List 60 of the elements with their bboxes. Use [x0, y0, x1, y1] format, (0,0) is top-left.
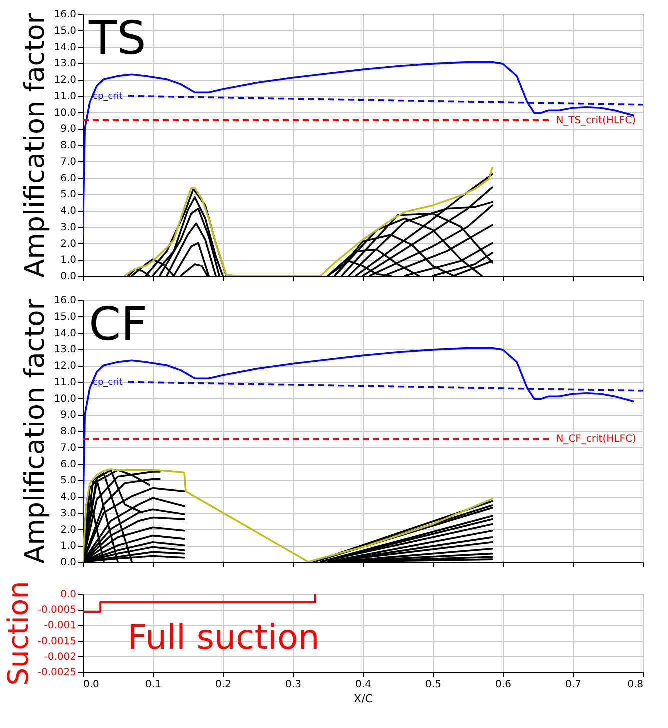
y-tick-label: -0.002 — [44, 652, 76, 663]
y-tick-label: 9.0 — [60, 124, 76, 136]
y-tick-label: -0.0025 — [38, 668, 76, 678]
y-axis-title: Suction — [2, 581, 35, 686]
x-tick-label: 0.4 — [356, 680, 372, 690]
y-tick-label: -0.0015 — [38, 636, 76, 648]
series-label: cp_crit — [93, 378, 124, 388]
x-tick-label: 0.6 — [496, 680, 512, 690]
y-tick-label: 4.0 — [60, 206, 76, 217]
x-tick-label: 0.3 — [286, 680, 302, 690]
y-tick-label: 13.0 — [54, 344, 76, 356]
y-tick-label: 16.0 — [54, 10, 76, 20]
y-tick-label: 16.0 — [54, 296, 76, 306]
x-tick-label: 0.2 — [216, 680, 232, 690]
y-tick-label: 8.0 — [60, 140, 76, 152]
y-tick-label: 0.0 — [60, 590, 76, 600]
y-tick-label: -0.0005 — [38, 605, 76, 616]
y-tick-label: 1.0 — [60, 255, 76, 266]
y-tick-label: 5.0 — [60, 190, 76, 201]
x-tick-label: 0.5 — [426, 680, 442, 690]
x-axis-title: X/C — [354, 692, 374, 706]
x-tick-label: 0.8 — [628, 680, 644, 690]
y-tick-label: 1.0 — [60, 541, 76, 552]
y-tick-label: 4.0 — [60, 492, 76, 503]
y-tick-label: 14.0 — [54, 42, 76, 54]
x-tick-label: 0.7 — [566, 680, 582, 690]
y-tick-label: 7.0 — [60, 156, 76, 168]
y-tick-label: 10.0 — [54, 108, 76, 119]
y-tick-label: 9.0 — [60, 410, 76, 422]
annotation: Full suction — [128, 618, 320, 658]
y-tick-label: 3.0 — [60, 508, 76, 520]
y-tick-label: 12.0 — [54, 75, 76, 86]
series-label: cp_crit — [93, 92, 124, 102]
y-axis-title: Amplification factor — [20, 298, 52, 564]
y-tick-label: 11.0 — [54, 377, 76, 388]
y-tick-label: 8.0 — [60, 426, 76, 438]
y-tick-label: 3.0 — [60, 222, 76, 234]
y-tick-label: 10.0 — [54, 394, 76, 405]
y-tick-label: 15.0 — [54, 26, 76, 37]
y-tick-label: 14.0 — [54, 328, 76, 340]
y-tick-label: 12.0 — [54, 361, 76, 372]
annotation: TS — [88, 11, 146, 65]
y-axis-title: Amplification factor — [20, 12, 52, 278]
ref-line-label: N_TS_crit(HLFC) — [556, 115, 636, 126]
y-tick-label: 7.0 — [60, 442, 76, 454]
y-tick-label: 13.0 — [54, 58, 76, 70]
x-tick-label: 0.1 — [146, 680, 162, 690]
y-tick-label: 6.0 — [60, 459, 76, 470]
y-tick-label: 2.0 — [60, 238, 76, 250]
y-tick-label: 11.0 — [54, 91, 76, 102]
y-tick-label: 2.0 — [60, 524, 76, 536]
annotation: CF — [89, 297, 148, 351]
y-tick-label: 6.0 — [60, 173, 76, 184]
y-tick-label: 0.0 — [60, 272, 76, 282]
y-tick-label: -0.001 — [44, 620, 76, 632]
y-tick-label: 15.0 — [54, 312, 76, 323]
y-tick-label: 0.0 — [60, 558, 76, 568]
y-tick-label: 5.0 — [60, 476, 76, 487]
x-tick-label: 0.0 — [84, 680, 100, 690]
ref-line-label: N_CF_crit(HLFC) — [556, 434, 636, 446]
